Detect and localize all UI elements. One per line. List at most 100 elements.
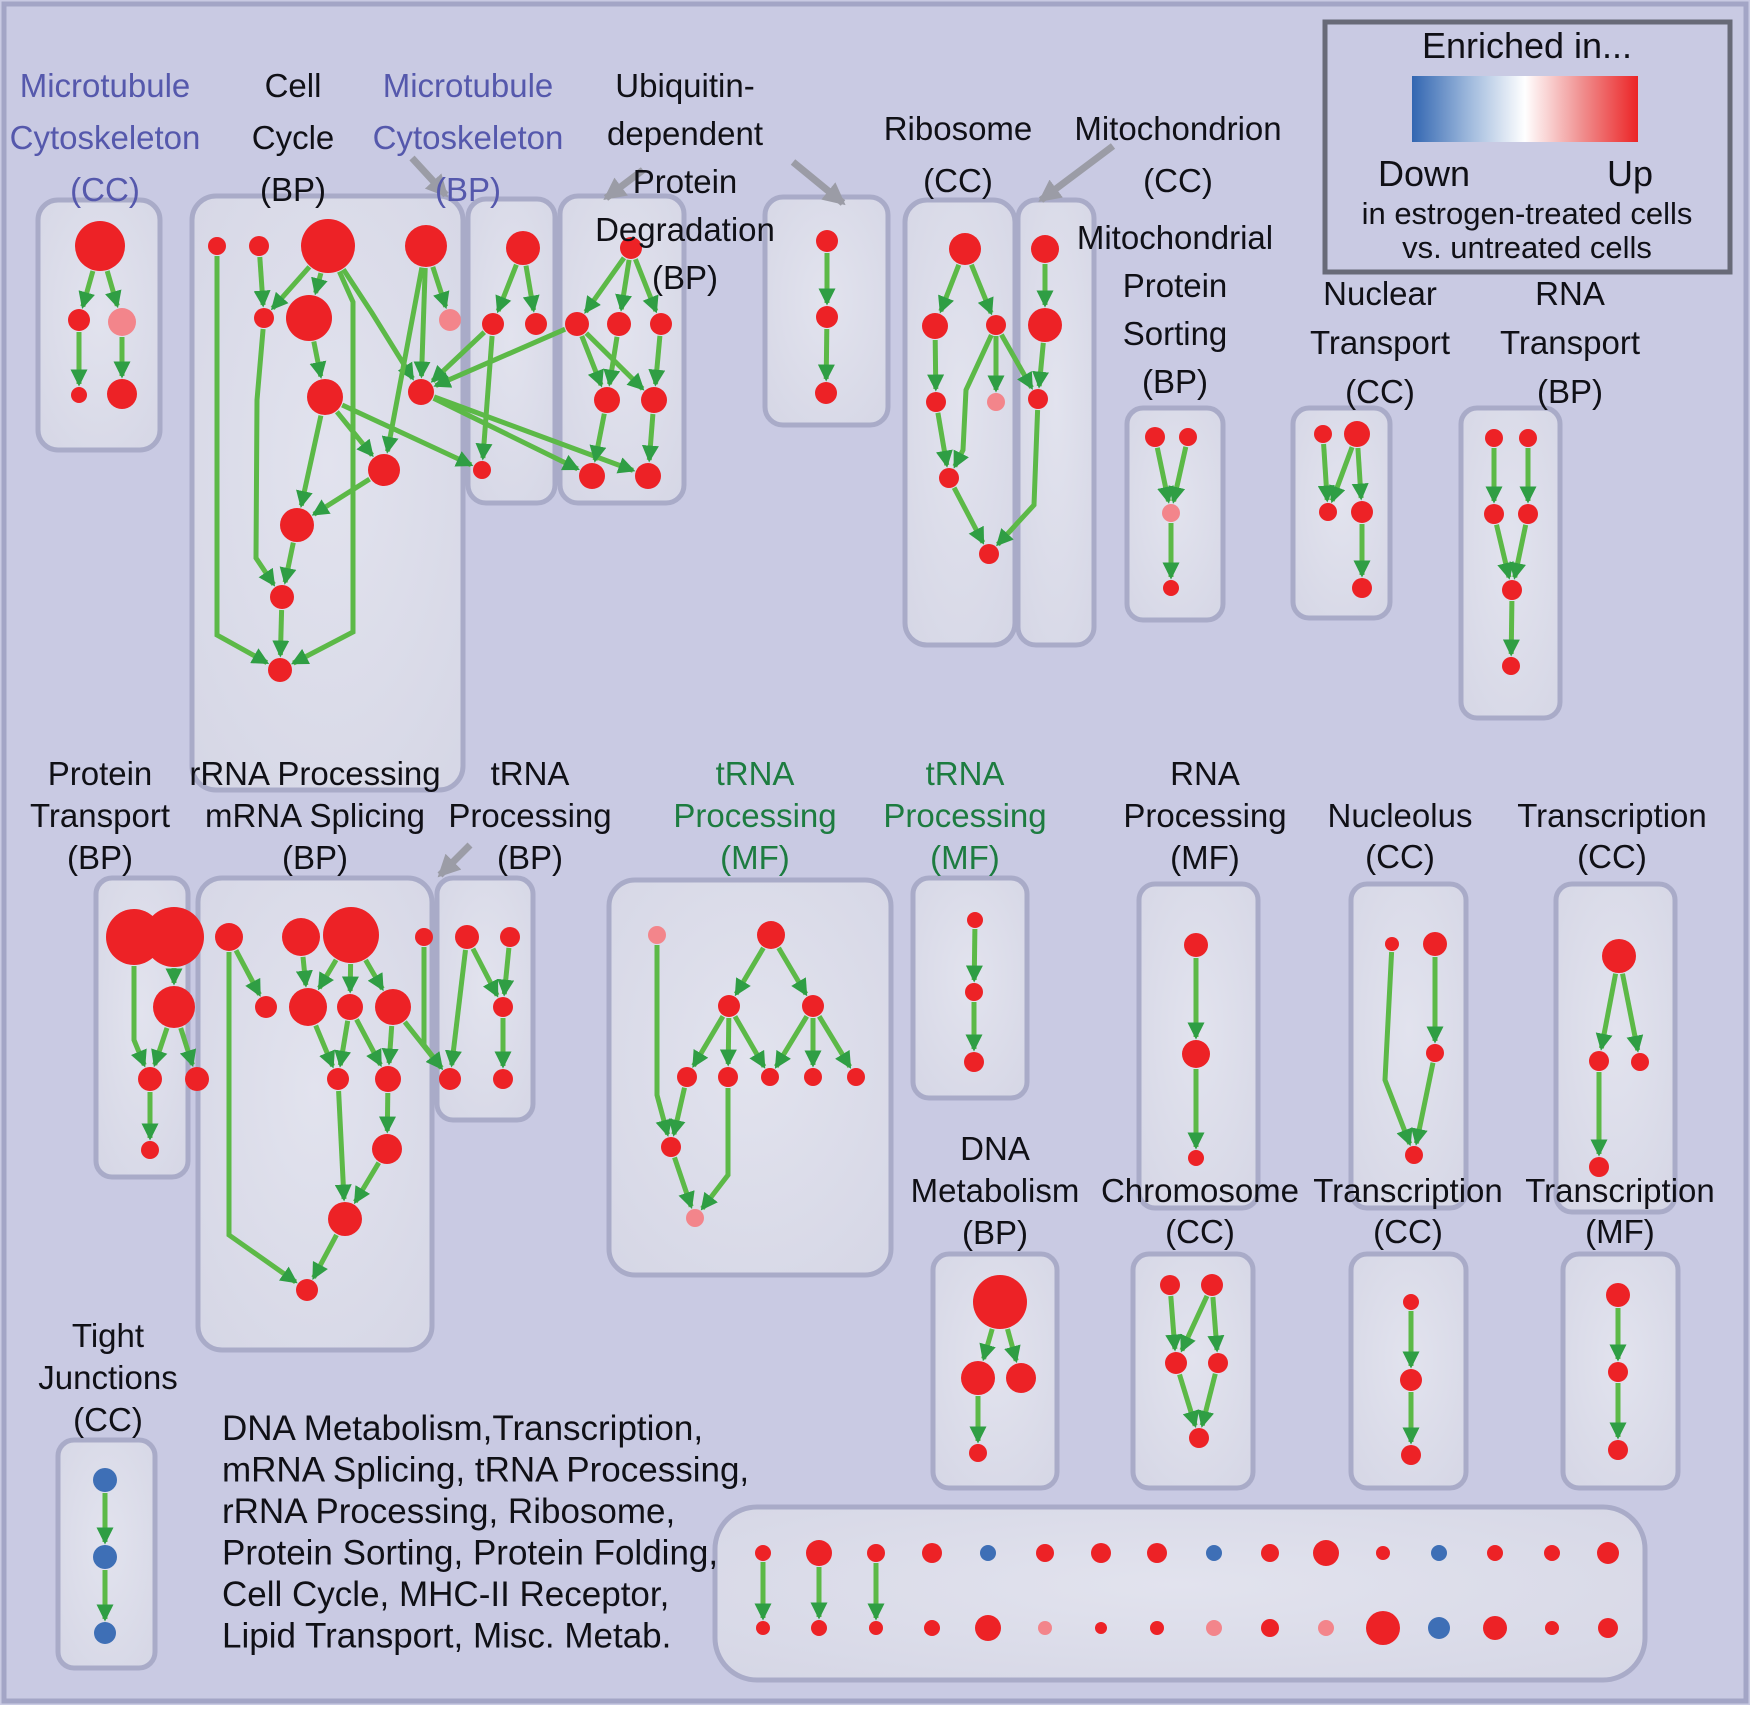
label-chromosome: Chromosome (CC) (1101, 1172, 1299, 1250)
node-tc2-red (1589, 1051, 1609, 1071)
node-f1-red (967, 912, 983, 928)
node-r4-pink (987, 393, 1005, 411)
node-st9-red (1261, 1544, 1279, 1562)
label-chromosome-line-0: Chromosome (1101, 1172, 1299, 1209)
node-st7-red (1147, 1543, 1167, 1563)
node-rg-red (337, 994, 363, 1020)
node-r3-red (926, 392, 946, 412)
label-trna-processing-mf-2: tRNA Processing (MF) (883, 755, 1046, 876)
node-q1-red (1031, 235, 1059, 263)
edge-w3-w5 (1494, 524, 1514, 580)
node-pt2-red (144, 907, 204, 967)
label-rna-transport-line-0: RNA (1535, 275, 1605, 312)
node-c3-red (1165, 1352, 1187, 1374)
node-p1-red (506, 231, 540, 265)
label-mitochondrion-line-0: Mitochondrion (1074, 110, 1281, 147)
edge-f1-f2 (965, 928, 983, 983)
label-rna-transport-line-2: (BP) (1537, 373, 1603, 410)
node-m6-red (761, 1068, 779, 1086)
node-ccD-red (405, 225, 447, 267)
edge-rm-rn (311, 1233, 339, 1280)
label-rna-processing-mf-line-1: Processing (1123, 797, 1286, 834)
label-nuclear-transport-line-0: Nuclear (1323, 275, 1437, 312)
node-w3-red (1484, 504, 1504, 524)
edge-ccB-ccE (253, 256, 271, 308)
node-u4-red (594, 387, 620, 413)
label-dna-metabolism-line-2: (BP) (962, 1214, 1028, 1251)
node-tj1-blue (93, 1468, 117, 1492)
node-pt3-red (153, 986, 195, 1028)
node-sb13-red (1483, 1616, 1507, 1640)
label-misc-cluster-list: DNA Metabolism,Transcription, mRNA Splici… (222, 1409, 749, 1656)
edge-ri-rm (334, 1090, 352, 1202)
edge-c1-c3 (1165, 1295, 1183, 1352)
node-f2-red (965, 983, 983, 1001)
node-rp2-red (1182, 1040, 1210, 1068)
node-t5-red (493, 1069, 513, 1089)
node-m8-red (847, 1068, 865, 1086)
label-transcription-mf-line-1: (MF) (1585, 1213, 1655, 1250)
label-nuclear-transport: Nuclear Transport (CC) (1310, 275, 1450, 410)
node-nu2-red (1423, 932, 1447, 956)
label-transcription-mf: Transcription (MF) (1525, 1172, 1715, 1250)
edge-rc-rf (317, 958, 339, 991)
label-trna-processing-mf-2-line-0: tRNA (926, 755, 1005, 792)
node-tc3-red (1631, 1053, 1649, 1071)
edge-m4-m9 (668, 1087, 687, 1137)
edge-t1-t3 (470, 947, 500, 998)
label-microtubule-bp-line-0: Microtubule (383, 67, 554, 104)
node-t3-red (493, 997, 513, 1017)
edge-ra-rn (226, 952, 298, 1284)
node-m10-pink (686, 1209, 704, 1227)
label-nuclear-transport-line-1: Transport (1310, 324, 1450, 361)
label-transcription-mf-line-0: Transcription (1525, 1172, 1715, 1209)
node-st1-red (806, 1540, 832, 1566)
node-m3-red (802, 995, 824, 1017)
node-m5-red (718, 1067, 738, 1087)
node-u6-red (579, 463, 605, 489)
node-nt1-red (1314, 425, 1332, 443)
edge-m2-m4 (691, 1015, 726, 1068)
node-u0-red (620, 237, 642, 259)
node-n5-red (107, 379, 137, 409)
label-nucleolus-line-1: (CC) (1365, 838, 1435, 875)
edge-ccE-ccL (253, 328, 276, 587)
box-misc-strip (712, 1504, 1648, 1683)
node-tj2-blue (93, 1545, 117, 1569)
label-trna-processing-bp-line-0: tRNA (491, 755, 570, 792)
label-rna-transport-line-1: Transport (1500, 324, 1640, 361)
label-microtubule-bp: Microtubule Cytoskeleton (BP) (373, 67, 564, 208)
node-ccL-red (270, 585, 294, 609)
edge-p1-p2 (495, 263, 519, 314)
node-st13-red (1487, 1545, 1503, 1561)
edge-q3-r6 (995, 409, 1041, 547)
node-m4-red (677, 1067, 697, 1087)
edge-ccA-ccM (214, 256, 270, 665)
node-pt6-red (141, 1141, 159, 1159)
node-st15-red (1597, 1542, 1619, 1564)
label-trna-processing-mf-1-line-0: tRNA (716, 755, 795, 792)
label-ubiquitin-line-4: (BP) (652, 259, 718, 296)
node-rm-red (328, 1202, 362, 1236)
node-rh-red (375, 989, 411, 1025)
pointer-to-trna-bp-box (437, 842, 473, 878)
label-trna-processing-bp-line-1: Processing (448, 797, 611, 834)
node-st6-red (1091, 1543, 1111, 1563)
node-st3-red (922, 1543, 942, 1563)
node-tc1-red (1602, 939, 1636, 973)
edge-u0-u1 (583, 256, 627, 314)
edge-u3-u5 (648, 335, 666, 387)
node-v2-red (816, 306, 838, 328)
edge-nt2-nt3 (1329, 446, 1355, 504)
node-m7-red (804, 1068, 822, 1086)
edge-tc1-tc2 (1595, 973, 1619, 1051)
node-nt5-red (1352, 578, 1372, 598)
label-ubiquitin-line-0: Ubiquitin- (615, 67, 754, 104)
label-protein-transport: Protein Transport (BP) (30, 755, 170, 876)
node-n4-red (71, 387, 87, 403)
label-trna-processing-bp-line-2: (BP) (497, 839, 563, 876)
edge-m1-m2 (733, 946, 766, 997)
label-ubiquitin: Ubiquitin-dependent Protein Degradation (BP… (595, 67, 775, 296)
node-ra-red (215, 923, 243, 951)
